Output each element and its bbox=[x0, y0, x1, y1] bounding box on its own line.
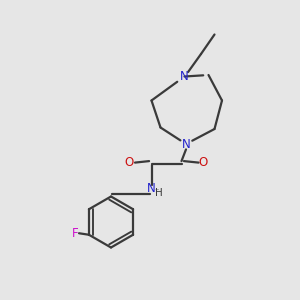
Text: O: O bbox=[199, 156, 208, 169]
Text: N: N bbox=[182, 137, 190, 151]
Text: N: N bbox=[147, 182, 156, 196]
Text: H: H bbox=[155, 188, 163, 199]
Text: O: O bbox=[124, 156, 134, 169]
Text: F: F bbox=[72, 227, 79, 240]
Text: N: N bbox=[180, 70, 189, 83]
Text: ⁻: ⁻ bbox=[155, 186, 159, 195]
